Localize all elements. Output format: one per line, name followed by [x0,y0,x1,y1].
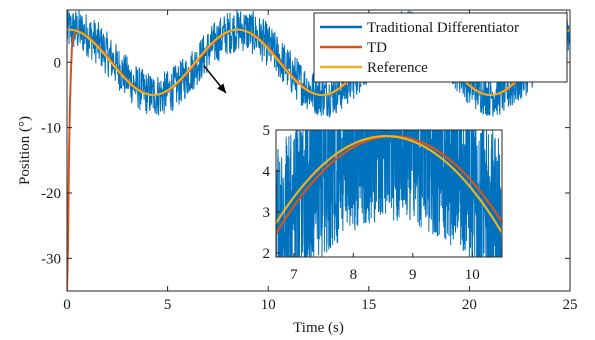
inset-y-tick-label: 2 [263,246,271,262]
inset-y-tick-label: 4 [263,164,271,180]
y-tick-label: -10 [41,121,61,137]
y-tick-label: -30 [41,251,61,267]
inset-y-tick-label: 5 [263,123,271,139]
y-tick-label: 0 [54,55,62,71]
legend-label: Reference [367,60,428,76]
x-tick-label: 20 [462,297,477,313]
inset-x-tick-label: 8 [350,267,358,283]
x-tick-label: 25 [563,297,578,313]
inset-frame [275,129,503,258]
inset-y-tick-label: 3 [263,205,271,221]
inset-series-reference [276,135,502,234]
series-reference [67,28,570,96]
legend-label: TD [367,40,387,56]
x-axis-label: Time (s) [293,320,344,336]
inset-series-traditional-differentiator [276,130,502,257]
inset-x-tick-label: 7 [290,267,298,283]
main-plot-lines [67,10,570,291]
inset-zoom: 7 8 9 10 5 4 3 2 [263,123,503,283]
x-tick-label: 0 [63,297,71,313]
x-tick-label: 15 [361,297,376,313]
inset-x-tick-label: 9 [409,267,417,283]
plot-frame [66,9,571,292]
legend: Traditional Differentiator TD Reference [313,12,568,83]
x-tick-label: 10 [261,297,276,313]
series-traditional-differentiator [67,10,570,119]
inset-x-tick-label: 10 [465,267,480,283]
annotation-arrow-head [217,83,226,93]
x-tick-label: 5 [164,297,172,313]
y-axis-label: Position (°) [17,116,33,185]
inset-lines [276,130,502,257]
y-tick-label: -20 [41,186,61,202]
annotation [203,65,227,94]
main-axes: 0 5 10 15 20 250-10-20-30 [41,9,578,313]
legend-label: Traditional Differentiator [367,20,519,36]
